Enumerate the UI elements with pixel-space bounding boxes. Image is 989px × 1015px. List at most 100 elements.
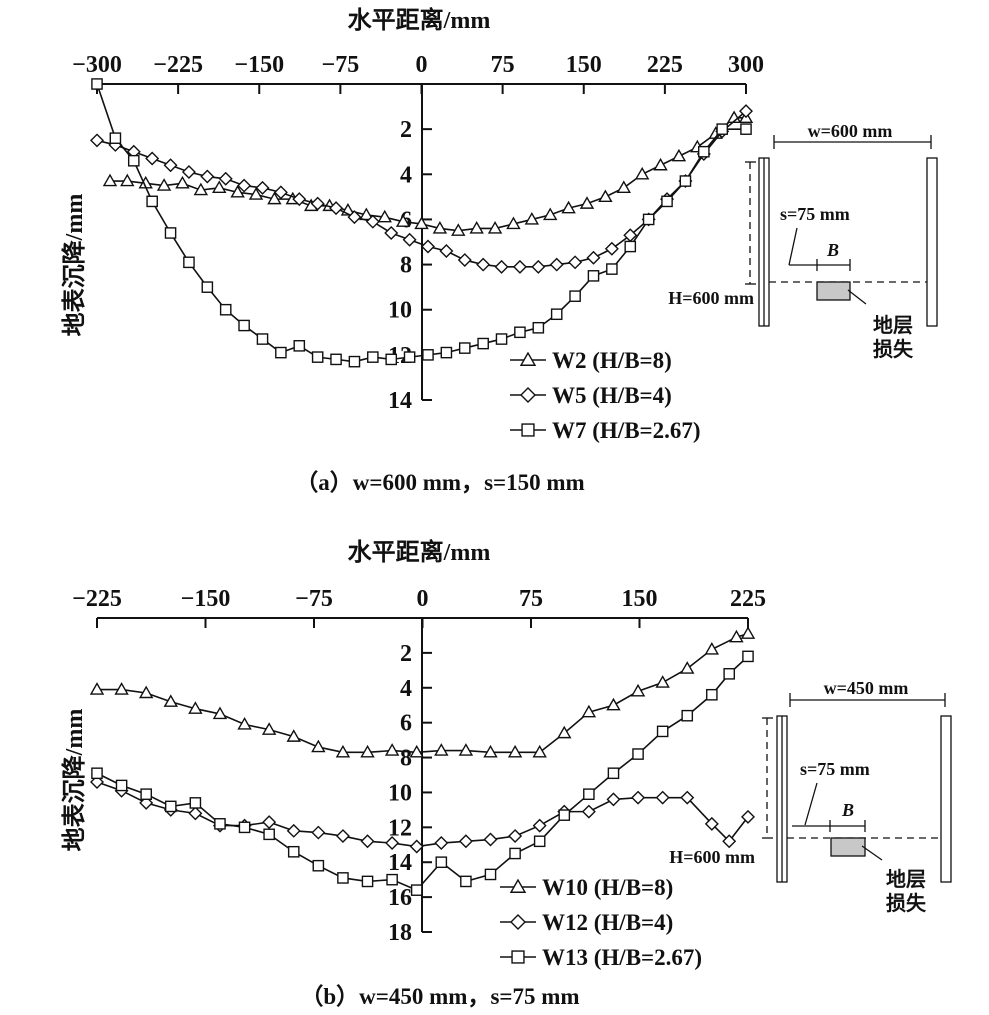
chart-a-series-2-point xyxy=(587,270,600,282)
chart-a-series-2-point xyxy=(440,346,453,359)
chart-b-legend-marker-0 xyxy=(509,878,527,893)
chart-b-series-0-point xyxy=(335,744,351,758)
chart-a-series-1-point xyxy=(273,185,288,200)
chart-a-series-2-point xyxy=(606,263,618,275)
chart-b-series-2-point xyxy=(509,847,521,860)
chart-a-series-1-point xyxy=(181,165,196,180)
chart-b-series-2-point xyxy=(706,688,718,701)
chart-b-series-0-point xyxy=(114,682,129,695)
chart-a-series-0-point xyxy=(598,189,613,203)
chart-b-series-2-point xyxy=(263,828,275,841)
chart-b: 水平距离/mm 地表沉降/mm −225 −150 −75 0 75 150 225 2 4 6 8… xyxy=(60,538,766,1009)
chart-a-series-2-point xyxy=(256,333,269,345)
chart-b-series-1-point xyxy=(360,834,375,849)
inset-a-schematic: w=600 mm s=75 mm B H=600 mm 地层 损失 xyxy=(668,121,938,361)
chart-b-series-1-point xyxy=(311,825,326,840)
chart-a-series-2-point xyxy=(275,346,287,359)
chart-a-series-2-point xyxy=(624,240,637,253)
inset-b-b-label: B xyxy=(841,800,854,820)
chart-a-legend-marker-1 xyxy=(520,387,536,403)
chart-a-y-tick-label: 14 xyxy=(388,388,412,414)
chart-a-series-2-point xyxy=(183,256,195,269)
inset-b-right-wall xyxy=(940,715,952,883)
chart-a-series-0-point xyxy=(212,180,227,194)
chart-a-axes: −300−225−150−750751502253002468101214 xyxy=(72,52,764,414)
chart-a-series-0-point xyxy=(120,173,135,187)
chart-a-series-1-point xyxy=(457,253,472,268)
chart-a-series-2-point xyxy=(146,195,158,208)
chart-a-series-1-point xyxy=(255,180,270,195)
chart-b-x-tick-label: −225 xyxy=(72,586,122,612)
chart-b-series-1-point xyxy=(680,790,695,805)
chart-a-series-0-point xyxy=(175,175,190,189)
chart-b-series-1-point xyxy=(704,816,719,831)
inset-b-spacing-label: s=75 mm xyxy=(800,759,870,779)
inset-a-ground-loss-block xyxy=(816,281,851,301)
chart-b-series-1-point xyxy=(722,834,737,849)
chart-a-series-0-point xyxy=(671,148,687,162)
chart-b-series-1-point xyxy=(458,834,473,849)
chart-b-series-2-point xyxy=(460,875,472,888)
chart-b-series-0-point xyxy=(138,685,154,699)
chart-b-series-2-point xyxy=(410,884,423,896)
chart-a-series xyxy=(90,78,754,368)
chart-b-x-tick-label: 75 xyxy=(519,586,543,612)
chart-b-series-0-point xyxy=(630,683,646,697)
chart-a-series-0-point xyxy=(248,187,264,200)
chart-a-series-0-point xyxy=(432,221,448,234)
chart-b-y-axis-title: 地表沉降/mm xyxy=(60,709,88,852)
chart-a-series-2-point xyxy=(514,326,526,339)
chart-a-series-2-point xyxy=(550,308,563,321)
chart-a-series-2-point xyxy=(458,342,471,354)
chart-b-series-2-point xyxy=(607,767,620,780)
chart-a-series-0-point xyxy=(487,221,503,234)
chart-b-series-2-point xyxy=(140,788,152,800)
chart-b-series-2-point xyxy=(361,875,374,888)
chart-b-series-0-point xyxy=(188,701,203,714)
inset-a-spacing-leader xyxy=(788,227,798,266)
inset-a-loss-leader xyxy=(847,289,867,305)
inset-b-loss-line1: 地层 xyxy=(886,868,926,891)
chart-b-y-tick-label: 8 xyxy=(400,746,412,772)
inset-b-schematic: w=450 mm s=75 mm B H=600 mm 地层 损失 xyxy=(669,678,952,915)
chart-a-series-2-point xyxy=(532,321,545,334)
chart-a-series-2-point xyxy=(293,340,306,352)
chart-b-series-1-point xyxy=(434,836,449,851)
chart-a-x-tick-label: 150 xyxy=(566,52,602,78)
chart-b-series-0-point xyxy=(434,743,449,756)
chart-b-y-tick-label: 4 xyxy=(400,676,412,702)
chart-a-series-1-point xyxy=(163,158,178,173)
chart-b-series-0-point xyxy=(384,743,400,756)
inset-b-depth-label: H=600 mm xyxy=(669,847,755,867)
chart-a-series-2-point xyxy=(127,154,140,167)
chart-a-series-0-point xyxy=(414,216,429,230)
chart-a-x-tick-label: 75 xyxy=(491,52,515,78)
chart-a-x-tick-label: 300 xyxy=(728,52,764,78)
chart-b-series-2-point xyxy=(681,709,694,722)
chart-a-series-2-point xyxy=(403,351,416,363)
chart-b-series-1-point xyxy=(741,809,755,824)
chart-a-series-2-point xyxy=(109,132,122,144)
chart-b-series-0-point xyxy=(729,629,744,643)
chart-a-series-2-point xyxy=(422,349,434,361)
chart-b-series-2-point xyxy=(484,868,497,881)
chart-a-series-2-point xyxy=(330,353,342,366)
chart-a-y-tick-label: 8 xyxy=(400,253,412,279)
chart-a-series-1-point xyxy=(200,169,215,184)
chart-b-caption: （b）w=450 mm，s=75 mm xyxy=(300,983,579,1009)
chart-b-series-1-point xyxy=(581,804,596,819)
chart-a-series-0-point xyxy=(524,212,540,225)
chart-a-series-1-point xyxy=(421,239,435,254)
chart-a-series-1-point xyxy=(439,244,454,259)
chart-b-series-1-point xyxy=(532,818,547,833)
chart-a-series-0-point xyxy=(561,200,576,214)
chart-b-series-0-point xyxy=(311,739,326,753)
chart-b-series-1-point xyxy=(606,792,621,807)
chart-b-series-1-point xyxy=(385,836,400,851)
chart-a-x-tick-label: −150 xyxy=(234,52,284,78)
chart-b-series-1-point xyxy=(508,829,523,844)
chart-b-x-tick-label: 225 xyxy=(730,586,766,612)
chart-b-series-0-point xyxy=(409,744,424,758)
inset-b-ground-loss-block xyxy=(830,837,866,857)
